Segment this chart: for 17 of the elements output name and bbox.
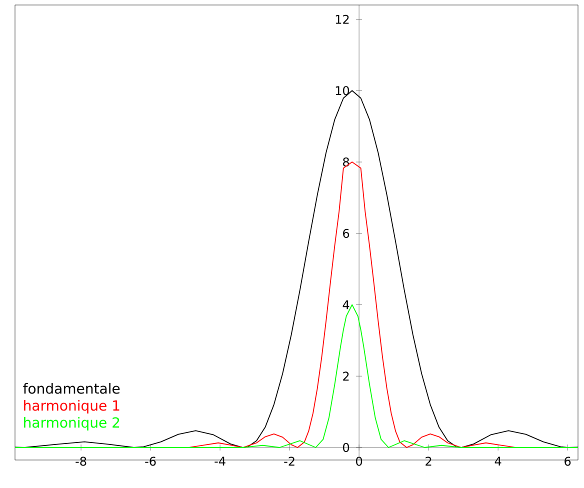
x-tick-label: -4 [214,456,226,466]
x-tick-label: 2 [426,456,432,466]
x-tick-label: 6 [564,456,571,466]
text: harmonique 1 [24,400,120,414]
y-tick-label: 0 [343,442,350,452]
y-tick-label: 2 [343,372,349,381]
text: fondamentale [23,382,120,394]
y-tick-label: 12 [336,14,349,24]
x-tick-label: 4 [494,456,502,466]
y-tick-label: 4 [342,300,350,310]
y-tick-label: 10 [336,86,350,96]
x-tick-label: -6 [145,456,156,466]
x-tick-label: 0 [356,456,362,466]
x-tick-label: -8 [76,456,86,466]
x-tick-label: -2 [284,456,294,466]
y-tick-label: 6 [343,228,350,238]
series-label: harmonique 2 [24,416,120,430]
